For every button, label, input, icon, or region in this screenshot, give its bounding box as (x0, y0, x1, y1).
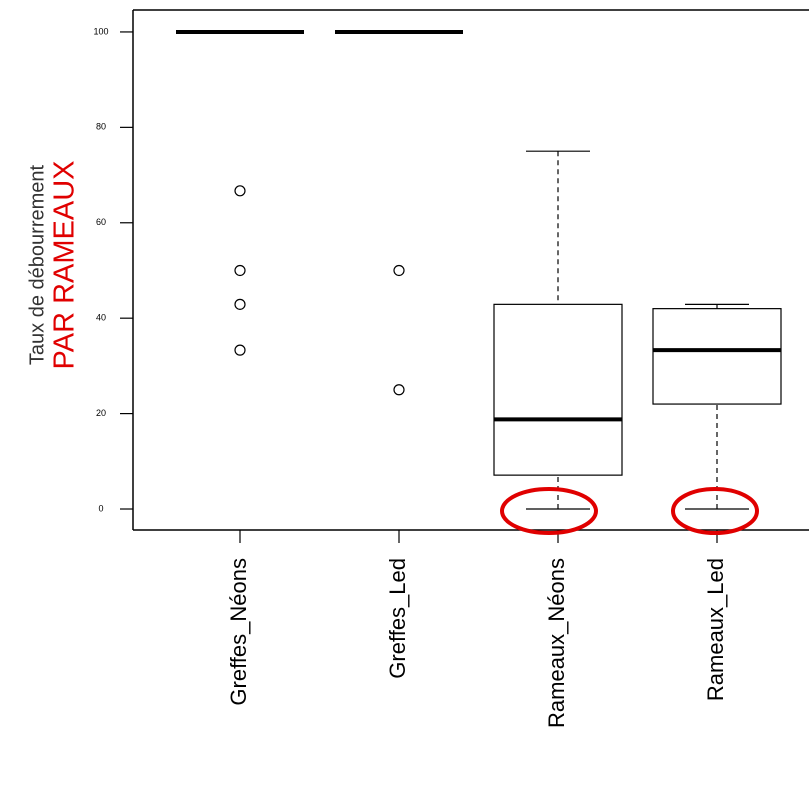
outlier (393, 384, 405, 396)
y-tick-label: 100 (93, 26, 108, 36)
outlier (234, 344, 246, 356)
y-tick-label: 80 (96, 122, 106, 132)
y-tick-label: 60 (96, 217, 106, 227)
x-tick-label: Greffes_Led (385, 558, 410, 679)
x-tick-label: Rameaux_Led (703, 558, 728, 701)
annotation: PAR RAMEAUX (49, 161, 81, 370)
marks: 0 20 40 60 80 100 Greffes_Néons Greffes_Led Rame… (93, 26, 782, 728)
outlier (234, 264, 246, 277)
outlier (234, 185, 246, 197)
highlight-ellipse (671, 487, 759, 535)
box (652, 308, 782, 405)
outlier (393, 264, 405, 277)
box (493, 303, 623, 476)
x-tick-label: Rameaux_Néons (544, 558, 569, 728)
x-tick-label: Greffes_Néons (226, 558, 251, 706)
outlier (234, 298, 246, 310)
y-tick-label: 20 (96, 408, 106, 418)
y-tick-label: 40 (96, 313, 106, 323)
y-axis-label: Taux de débourrement (26, 165, 48, 366)
y-tick-label: 0 (98, 503, 103, 513)
highlight-ellipse (500, 487, 598, 535)
